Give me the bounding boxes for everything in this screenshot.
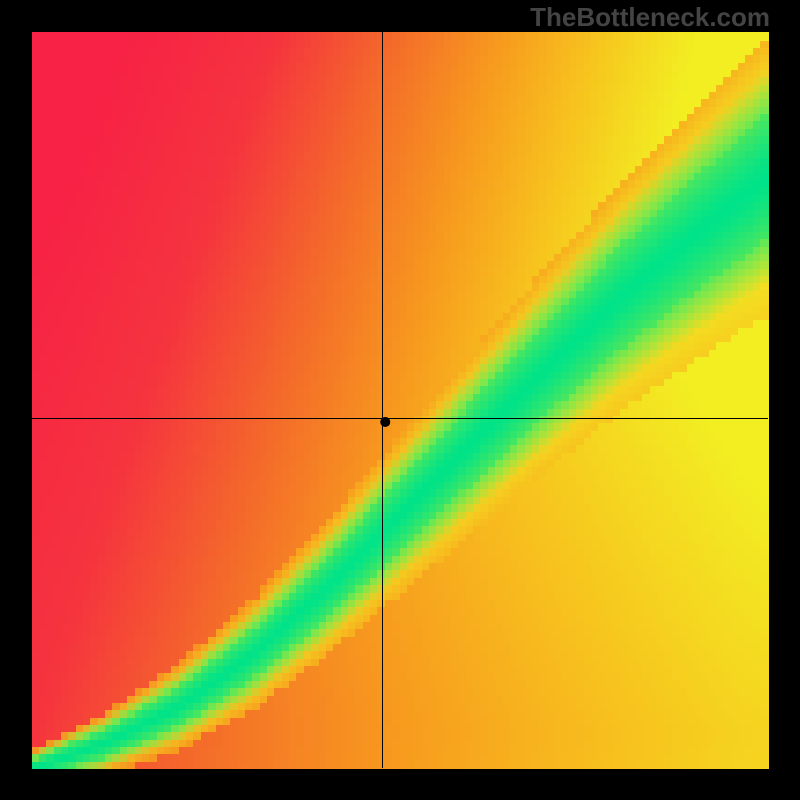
bottleneck-heatmap (0, 0, 800, 800)
watermark-text: TheBottleneck.com (530, 2, 770, 33)
